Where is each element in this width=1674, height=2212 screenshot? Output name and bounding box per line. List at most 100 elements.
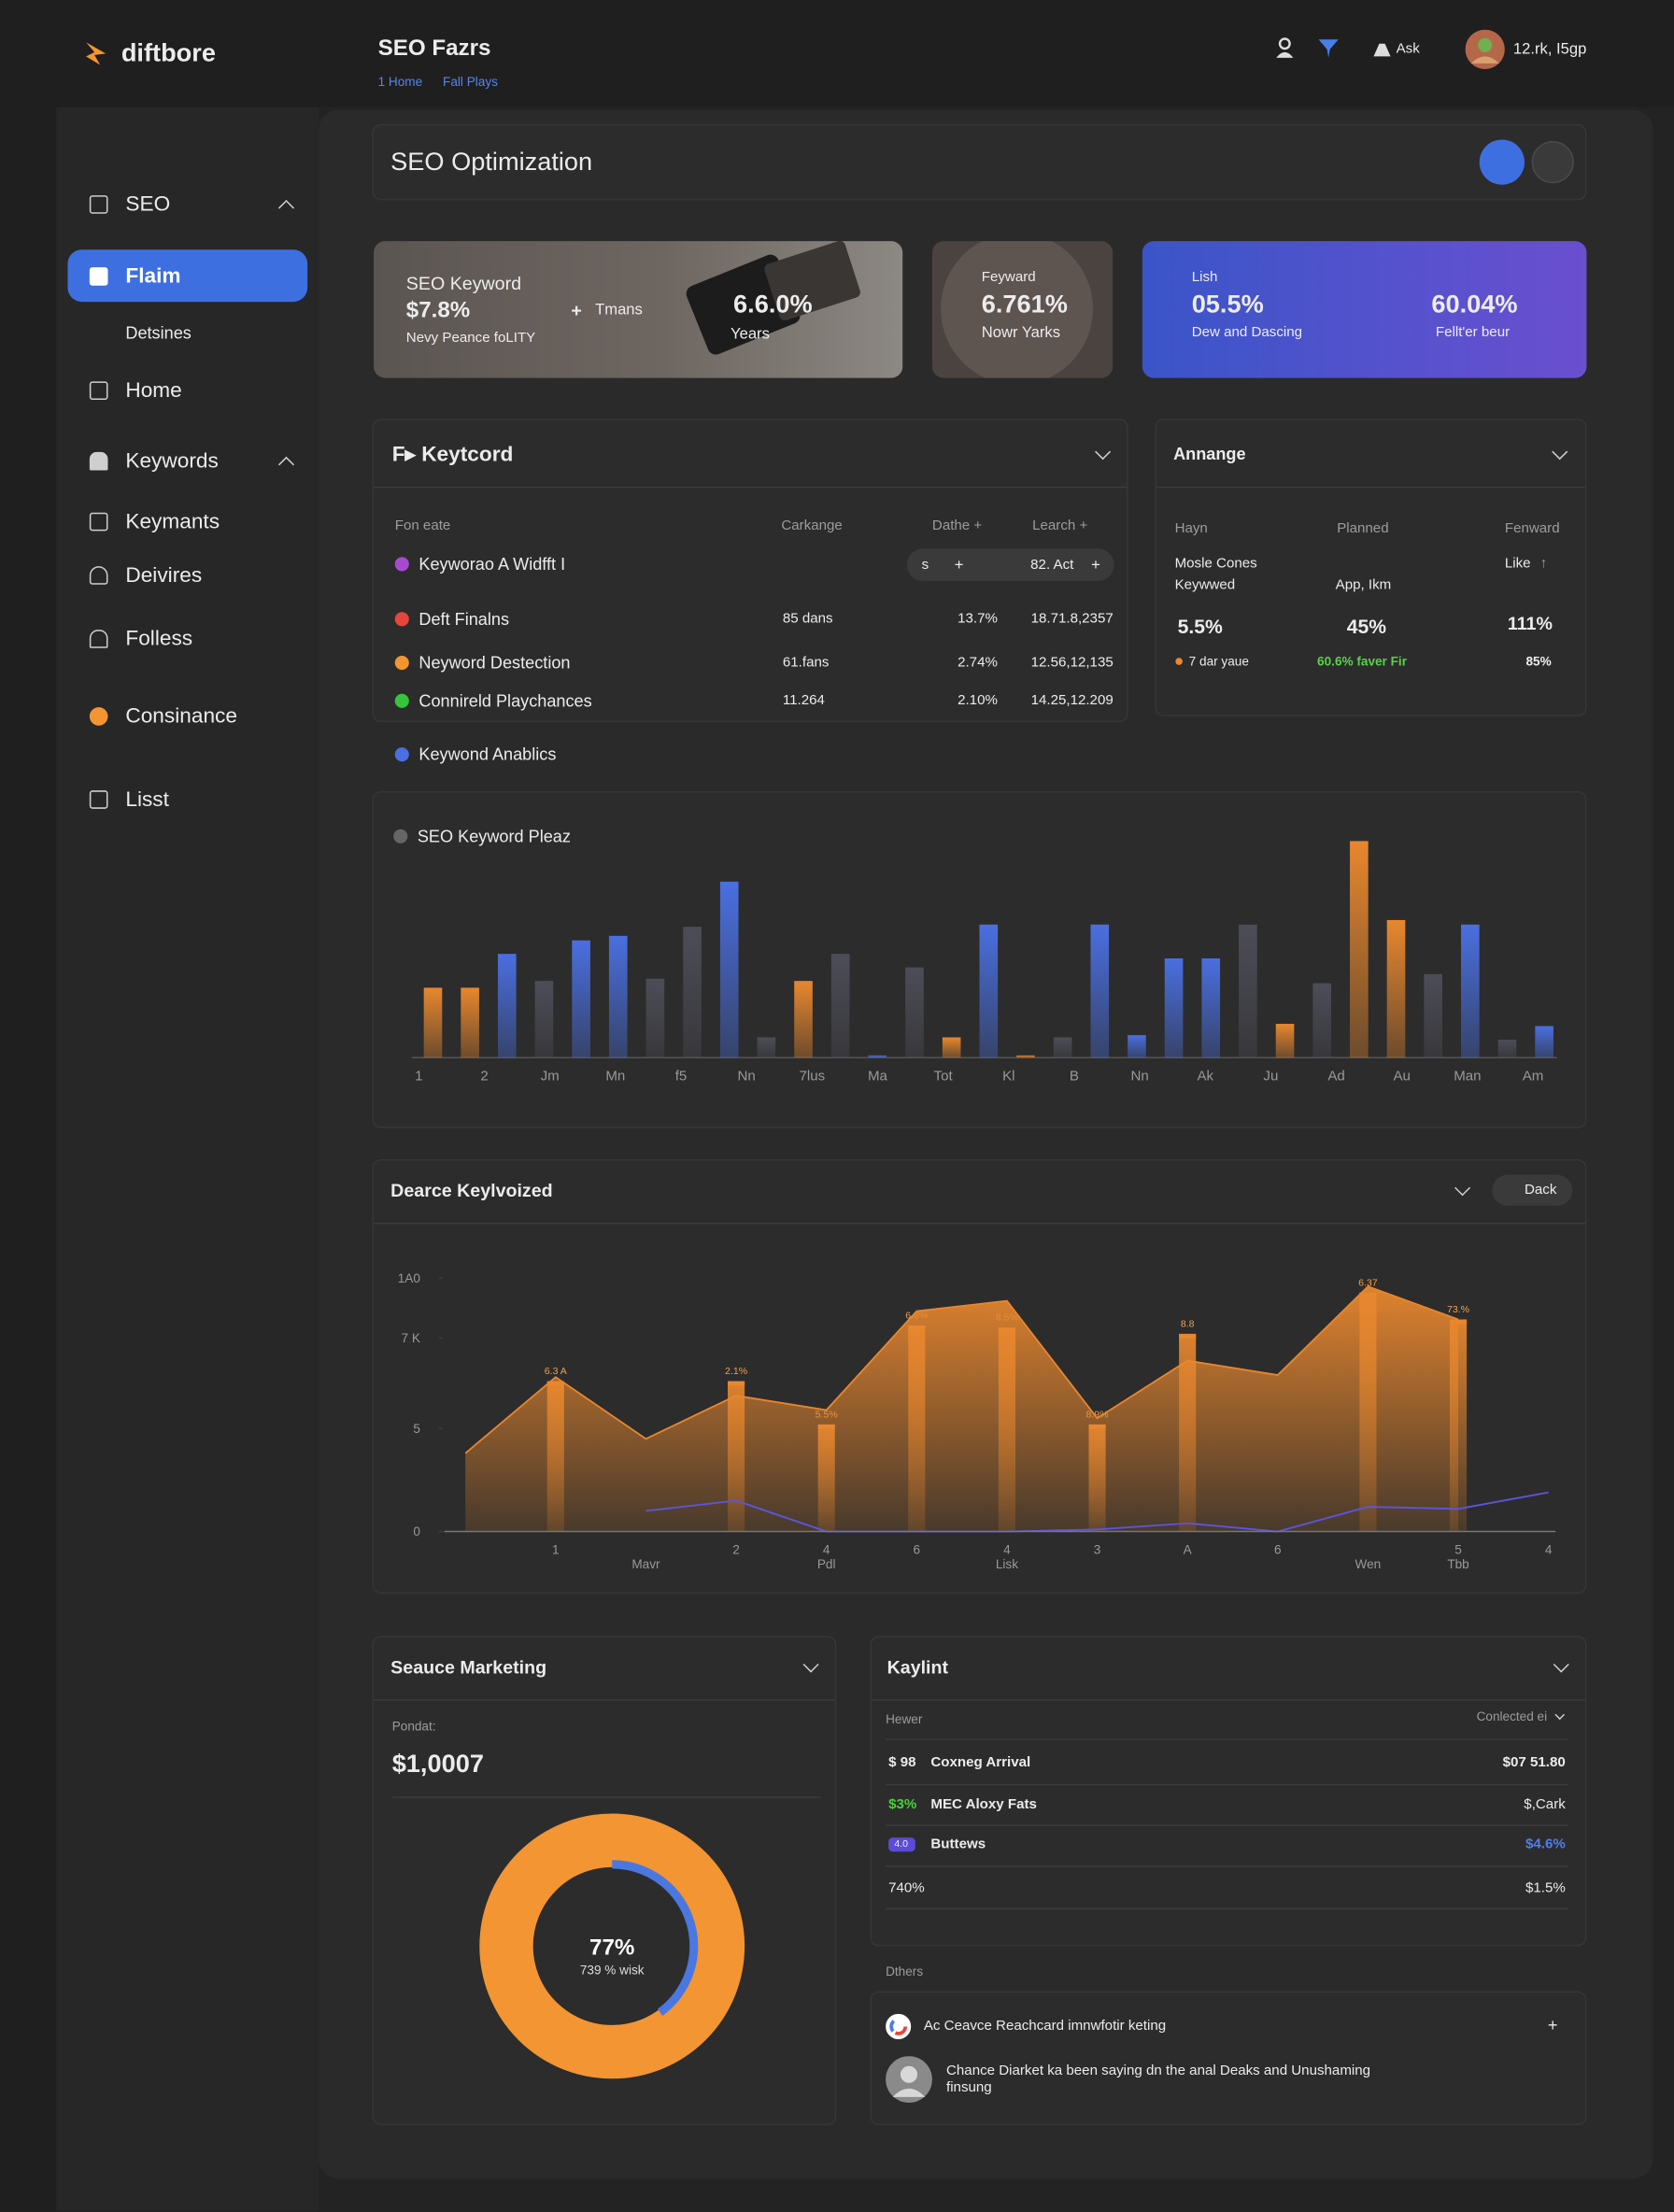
nav-icon <box>89 630 108 648</box>
label: Pondat: <box>391 1719 436 1734</box>
divider <box>886 1907 1568 1910</box>
row-tag: $3% <box>888 1797 917 1813</box>
x-tick-label: Ad <box>1327 1068 1344 1084</box>
stat-sub: Years <box>731 325 770 343</box>
column-header: Fon eate <box>394 518 451 534</box>
nav-item[interactable]: Keymants <box>125 509 220 534</box>
others-item[interactable]: Chance Diarket ka been saying dn the ana… <box>946 2063 1371 2096</box>
row-dot <box>394 656 409 671</box>
column-header: Planned <box>1337 520 1389 537</box>
x-tick-label: A <box>1184 1543 1193 1557</box>
nav-icon <box>89 512 108 532</box>
stat-sub: Fellt'er beur <box>1435 324 1511 341</box>
x-sublabel: Tbb <box>1447 1557 1468 1571</box>
nav-item[interactable]: Lisst <box>125 787 169 812</box>
row-tag: 740% <box>888 1880 925 1896</box>
ask-link[interactable]: Ask <box>1396 41 1420 58</box>
bar-label: 2.1% <box>725 1366 747 1377</box>
nav-item[interactable]: Keywords <box>125 448 219 474</box>
stat-value: $7.8% <box>405 299 471 323</box>
row-tag: 4.0 <box>894 1839 909 1850</box>
x-tick-label: 2 <box>732 1543 740 1557</box>
x-tick-label: 3 <box>1094 1543 1101 1557</box>
row-value: $,Cark <box>1524 1797 1566 1813</box>
divider <box>886 1865 1568 1867</box>
bar <box>1312 983 1332 1058</box>
cell: 11.264 <box>782 693 825 709</box>
dack-button[interactable] <box>1492 1174 1573 1206</box>
nav-item[interactable]: Deivires <box>125 563 203 588</box>
metric: 45% <box>1346 615 1387 638</box>
user-button[interactable] <box>1479 139 1525 185</box>
filter-icon[interactable] <box>1317 36 1340 59</box>
row-control[interactable] <box>906 548 1114 581</box>
control-text[interactable]: s <box>921 558 929 574</box>
cell: 2.10% <box>958 693 998 709</box>
nav-icon <box>89 451 108 471</box>
row-name: Buttews <box>930 1836 986 1852</box>
sidebar <box>56 106 319 2212</box>
bar <box>1424 973 1442 1058</box>
cloud-icon[interactable] <box>1370 39 1393 59</box>
metric: 111% <box>1507 612 1553 634</box>
tag-badge <box>888 1837 915 1852</box>
control-text[interactable]: 82. Act <box>1030 558 1074 574</box>
cell: 14.25,12.209 <box>1030 693 1114 709</box>
nav-item[interactable]: SEO <box>125 192 171 217</box>
nav-item[interactable]: Consinance <box>125 704 237 729</box>
row-name: MEC Aloxy Fats <box>930 1797 1037 1813</box>
x-tick-label: Am <box>1523 1068 1544 1084</box>
cell: 85% <box>1525 654 1552 669</box>
row-dot <box>394 693 409 708</box>
user-icon[interactable] <box>1273 36 1296 59</box>
avatar[interactable] <box>1465 29 1505 69</box>
column-header[interactable]: Conlected ei <box>1476 1709 1548 1723</box>
x-tick-label: 4 <box>823 1543 830 1557</box>
button-label[interactable]: Dack <box>1524 1182 1557 1198</box>
status-dot <box>1175 658 1183 665</box>
row-value: $4.6% <box>1525 1836 1566 1852</box>
area <box>465 1286 1459 1532</box>
control-text[interactable]: + <box>1091 557 1100 574</box>
breadcrumb[interactable]: Fall Plays <box>443 75 498 90</box>
plus-icon[interactable]: + <box>1547 2015 1558 2035</box>
x-tick-label: B <box>1070 1068 1079 1084</box>
divider <box>391 1796 821 1798</box>
x-tick-label: 4 <box>1003 1543 1011 1557</box>
control-text[interactable]: + <box>954 557 964 574</box>
header-title: SEO Fazrs <box>377 36 491 61</box>
nav-subitem[interactable]: Detsines <box>125 322 192 343</box>
bar <box>683 927 702 1058</box>
others-item[interactable]: Ac Ceavce Reachcard imnwfotir keting <box>923 2019 1167 2035</box>
row-name: Neyword Destection <box>418 652 571 674</box>
line <box>464 1285 1459 1454</box>
stat-label: Feyward <box>981 270 1036 286</box>
donut-center-label: 77% <box>589 1935 634 1960</box>
stat-sub: Nowr Yarks <box>981 324 1061 342</box>
bar-label: 8.8 <box>1181 1318 1195 1329</box>
nav-icon <box>89 707 108 726</box>
bar-cap <box>1179 1333 1197 1339</box>
x-tick-label: Au <box>1394 1068 1411 1084</box>
row-dot <box>394 612 409 627</box>
x-tick-label: 5 <box>1454 1543 1462 1557</box>
bar <box>534 981 554 1058</box>
profile-button[interactable] <box>1531 140 1574 184</box>
nav-icon <box>89 566 108 585</box>
nav-item[interactable]: Flaim <box>125 264 181 289</box>
nav-item[interactable]: Home <box>125 378 182 404</box>
cell: App, Ikm <box>1335 577 1392 593</box>
bar <box>1128 1035 1146 1058</box>
user-name[interactable]: 12.rk, I5gp <box>1512 40 1587 58</box>
breadcrumb[interactable]: 1 Home <box>377 75 423 90</box>
x-tick-label: Nn <box>1130 1068 1148 1084</box>
row-value: $1.5% <box>1525 1880 1566 1896</box>
y-tick-label: 0 <box>413 1524 420 1538</box>
divider <box>374 1222 1585 1225</box>
plus-icon[interactable]: + <box>571 299 582 321</box>
x-tick-label: Kl <box>1002 1068 1014 1084</box>
row-tag: $ 98 <box>888 1754 916 1771</box>
stat-action[interactable]: Tmans <box>595 302 643 319</box>
x-tick-label: 6 <box>914 1543 921 1557</box>
nav-item[interactable]: Folless <box>125 627 193 651</box>
